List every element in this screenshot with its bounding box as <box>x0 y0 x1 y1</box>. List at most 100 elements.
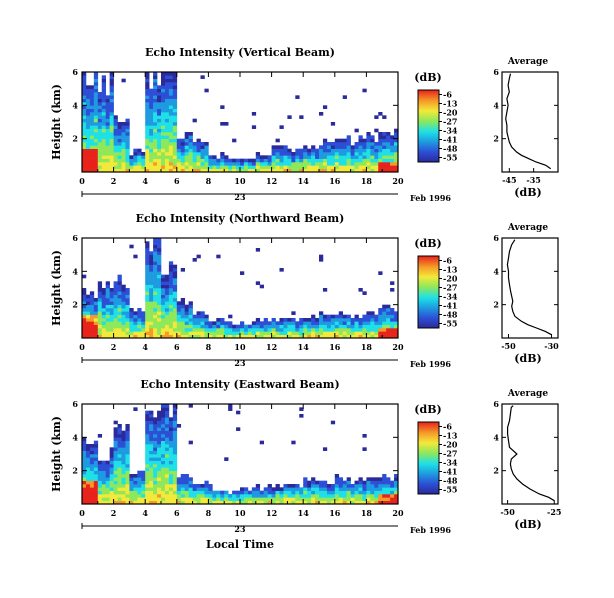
heatmap-cell <box>149 132 154 136</box>
heatmap-cell <box>121 78 126 83</box>
heatmap-cell <box>172 407 178 411</box>
heatmap-cell <box>149 467 154 471</box>
heatmap-cell <box>322 318 328 322</box>
heatmap-cell <box>105 288 110 292</box>
heatmap-cell <box>338 484 343 488</box>
heatmap-cell <box>232 500 237 505</box>
heatmap-cell <box>172 464 178 468</box>
heatmap-cell <box>89 477 95 481</box>
heatmap-cell <box>145 248 150 252</box>
heatmap-cell <box>204 158 209 163</box>
heatmap-cell <box>216 334 221 339</box>
heatmap-cell <box>145 298 150 302</box>
heatmap-cell <box>161 450 166 455</box>
profile-y-tick-label: 4 <box>493 432 499 442</box>
heatmap-cell <box>121 324 126 329</box>
heatmap-cell <box>390 145 395 149</box>
heatmap-cell <box>82 444 87 448</box>
heatmap-cell <box>168 490 174 495</box>
heatmap-cell <box>168 115 174 119</box>
heatmap-cell <box>82 75 87 79</box>
heatmap-cell <box>157 271 162 275</box>
heatmap-cell <box>97 108 103 113</box>
heatmap-cell <box>366 500 371 505</box>
heatmap-cell <box>105 298 110 302</box>
heatmap-cell <box>378 162 383 166</box>
heatmap-cell <box>145 294 150 299</box>
heatmap-cell <box>192 497 197 501</box>
heatmap-cell <box>184 311 189 315</box>
heatmap-cell <box>338 138 343 143</box>
heatmap-cell <box>315 484 320 488</box>
colorbar-tick-label: -27 <box>443 117 457 127</box>
heatmap-cell <box>378 490 383 495</box>
heatmap-cell <box>342 158 347 163</box>
heatmap-cell <box>382 314 387 319</box>
heatmap-cell <box>196 331 201 335</box>
heatmap-cell <box>188 321 193 325</box>
heatmap-cell <box>283 497 288 501</box>
heatmap-cell <box>97 142 103 146</box>
heatmap-cell <box>109 460 114 465</box>
heatmap-cell <box>342 494 347 498</box>
heatmap-cell <box>93 444 99 448</box>
heatmap-cell <box>168 328 174 332</box>
heatmap-cell <box>370 148 375 153</box>
heatmap-cell <box>382 138 387 143</box>
heatmap-cell <box>192 331 197 335</box>
heatmap-cell <box>153 148 158 153</box>
heatmap-cell <box>291 500 296 505</box>
heatmap-cell <box>326 142 332 146</box>
heatmap-cell <box>255 165 261 169</box>
heatmap-cell <box>82 467 87 471</box>
heatmap-cell <box>89 145 95 149</box>
heatmap-cell <box>334 487 340 491</box>
heatmap-cell <box>370 311 375 315</box>
heatmap-cell <box>105 162 110 166</box>
heatmap-cell <box>105 467 110 471</box>
heatmap-cell <box>204 497 209 501</box>
heatmap-cell <box>251 490 257 495</box>
heatmap-cell <box>161 138 166 143</box>
heatmap-cell <box>161 75 166 79</box>
heatmap-cell <box>157 108 162 113</box>
heatmap-cell <box>168 430 174 435</box>
heatmap-cell <box>232 494 237 498</box>
heatmap-cell <box>121 142 126 146</box>
heatmap-cell <box>164 414 170 418</box>
heatmap-cell <box>109 85 114 89</box>
heatmap-cell <box>168 314 174 319</box>
heatmap-cell <box>161 125 166 129</box>
heatmap-cell <box>196 497 201 501</box>
heatmap-cell <box>184 490 189 495</box>
heatmap-cell <box>390 324 395 329</box>
heatmap-cell <box>204 168 209 173</box>
heatmap-cell <box>319 500 324 505</box>
heatmap-cell <box>240 494 245 498</box>
heatmap-cell <box>386 165 391 169</box>
heatmap-cell <box>97 284 103 289</box>
heatmap-cell <box>303 324 308 329</box>
heatmap-cell <box>145 467 150 471</box>
heatmap-cell <box>172 142 178 146</box>
heatmap-cell <box>390 162 395 166</box>
average-profile: 246-45 -35 <box>493 67 559 185</box>
heatmap-cell <box>259 500 264 505</box>
heatmap-cell <box>184 142 189 146</box>
heatmap-cell <box>82 318 87 322</box>
heatmap-cell <box>180 494 185 498</box>
heatmap-cell <box>334 138 340 143</box>
heatmap-cell <box>82 82 87 86</box>
heatmap-cell <box>153 420 158 425</box>
heatmap-cell <box>279 490 284 495</box>
heatmap-cell <box>105 135 110 139</box>
heatmap-cell <box>161 132 166 136</box>
heatmap-cell <box>176 500 182 505</box>
heatmap-cell <box>362 447 367 451</box>
heatmap-cell <box>200 314 205 319</box>
panel-northward: Echo Intensity (Northward Beam) 0 2 4 6 8 10 1… <box>50 212 559 369</box>
heatmap-cell <box>358 324 363 329</box>
heatmap-cell <box>307 328 312 332</box>
heatmap-cell <box>89 105 95 109</box>
heatmap-cell <box>93 122 99 126</box>
